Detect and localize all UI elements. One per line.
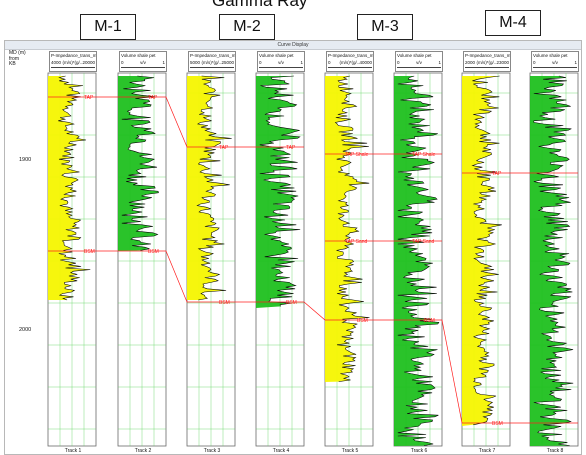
scale-unit: v/v <box>278 60 284 65</box>
scale-unit: v/v <box>416 60 422 65</box>
marker-bsm-label: BSM <box>219 300 230 306</box>
track-header-2[interactable]: Volume shale pet 0 v/v 1 <box>119 51 167 72</box>
marker-bsm-label: BSM <box>424 318 435 324</box>
marker-tap-m4-label: TAP <box>492 171 502 177</box>
curve-name: Volume shale pet <box>121 53 156 58</box>
scale-min: 0 <box>533 60 536 65</box>
well-label-m2: M-2 <box>219 14 275 40</box>
well-label-m4: M-4 <box>485 10 541 36</box>
depth-tick-1900: 1900 <box>19 157 32 163</box>
curve-name: Volume shale pet <box>259 53 294 58</box>
md-axis-label: MD (m) from KB <box>9 50 26 68</box>
marker-bsm-label: BSM <box>148 249 159 255</box>
curve-name: P-Impedance_trans_m <box>328 53 374 58</box>
track-label-4: Track 4 <box>272 448 290 454</box>
scale-max: 1 <box>574 60 577 65</box>
track-label-3: Track 3 <box>203 448 221 454</box>
curve-name: Volume shale pet <box>533 53 568 58</box>
track-header-4[interactable]: Volume shale pet 0 v/v 1 <box>257 51 305 72</box>
marker-tap-sand-label: TAP Sand <box>412 239 435 245</box>
well-label-m1: M-1 <box>80 14 136 40</box>
depth-tick-2000: 2000 <box>19 327 32 333</box>
scale-bar <box>259 67 303 71</box>
track-header-7[interactable]: P-Impedance_trans_m 2000 (m/s)*(g/... 23000 <box>463 51 511 72</box>
marker-bsm-label: BSM <box>492 421 503 427</box>
track-body-8 <box>529 72 579 447</box>
track-header-5[interactable]: P-Impedance_trans_m 0 (m/s)*(g/... 40000 <box>326 51 374 72</box>
scale-unit: v/v <box>552 60 558 65</box>
scale-min: 0 <box>121 60 124 65</box>
marker-tap-label: TAP <box>286 145 296 151</box>
scale-bar <box>533 67 577 71</box>
marker-tap-sand: TAP Sand TAP Sand <box>325 239 442 245</box>
track-label-6: Track 6 <box>410 448 428 454</box>
track-label-1: Track 1 <box>64 448 82 454</box>
track-header-3[interactable]: P-Impedance_trans_m 5000 (m/s)*(g/... 25000 <box>188 51 236 72</box>
md-label-line1: MD (m) <box>9 50 26 56</box>
scale-bar <box>190 67 234 71</box>
scale-max: 1 <box>300 60 303 65</box>
gamma-ray-title: Gamma Ray <box>212 0 308 10</box>
marker-bsm-label: BSM <box>357 318 368 324</box>
marker-tap-sand-label: TAP Sand <box>345 239 368 245</box>
scale-max: 25000 <box>221 60 234 65</box>
md-label-line3: KB <box>9 61 16 67</box>
track-label-5: Track 5 <box>341 448 359 454</box>
scale-min: 0 <box>397 60 400 65</box>
scale-bar <box>465 67 509 71</box>
marker-tap-shale-label: TAP Shale <box>412 152 436 158</box>
curve-name: P-Impedance_trans_m <box>465 53 511 58</box>
marker-tap-label: TAP <box>148 95 158 101</box>
marker-tap-m4: TAP <box>462 171 578 177</box>
track-header-6[interactable]: Volume shale pet 0 v/v 1 <box>395 51 443 72</box>
track-body-1 <box>47 72 97 447</box>
scale-unit: (m/s)*(g/... <box>62 60 84 65</box>
scale-unit: v/v <box>140 60 146 65</box>
track-body-2 <box>117 72 167 447</box>
track-header-1[interactable]: P-Impedance_trans_m 4000 (m/s)*(g/... 20000 <box>49 51 97 72</box>
marker-tap-label: TAP <box>84 95 94 101</box>
scale-min: 4000 <box>51 60 62 65</box>
curve-name: Volume shale pet <box>397 53 432 58</box>
marker-bsm: BSM BSM BSM BSM BSM BSM BSM <box>48 249 578 427</box>
md-label-line2: from <box>9 55 19 62</box>
track-body-3 <box>186 72 236 447</box>
track-body-6 <box>393 72 443 447</box>
scale-max: 23000 <box>496 60 509 65</box>
track-body-4 <box>255 72 305 447</box>
scale-min: 0 <box>259 60 262 65</box>
track-header-8[interactable]: Volume shale pet 0 v/v 1 <box>531 51 579 72</box>
scale-bar <box>328 67 372 71</box>
scale-unit: (m/s)*(g/... <box>201 60 223 65</box>
well-label-m3: M-3 <box>357 14 413 40</box>
scale-min: 2000 <box>465 60 476 65</box>
curve-name: P-Impedance_trans_m <box>51 53 97 58</box>
window-titlebar: Curve Display <box>5 41 581 50</box>
scale-max: 1 <box>162 60 165 65</box>
track-label-2: Track 2 <box>134 448 152 454</box>
track-label-7: Track 7 <box>478 448 496 454</box>
marker-tap: TAP TAP TAP TAP <box>48 95 304 151</box>
scale-unit: (m/s)*(g/... <box>339 60 361 65</box>
scale-min: 5000 <box>190 60 201 65</box>
scale-max: 40000 <box>359 60 372 65</box>
track-body-7 <box>461 72 511 447</box>
marker-tap-shale: TAP Shale TAP Shale <box>325 152 442 158</box>
marker-bsm-label: BSM <box>84 249 95 255</box>
scale-min: 0 <box>328 60 331 65</box>
scale-bar <box>121 67 165 71</box>
track-label-8: Track 8 <box>546 448 564 454</box>
scale-max: 20000 <box>82 60 95 65</box>
scale-max: 1 <box>438 60 441 65</box>
curve-name: P-Impedance_trans_m <box>190 53 236 58</box>
marker-tap-shale-label: TAP Shale <box>345 152 369 158</box>
scale-unit: (m/s)*(g/... <box>476 60 498 65</box>
marker-bsm-label: BSM <box>286 300 297 306</box>
track-body-5 <box>324 72 374 447</box>
scale-bar <box>51 67 95 71</box>
scale-bar <box>397 67 441 71</box>
marker-tap-label: TAP <box>219 145 229 151</box>
